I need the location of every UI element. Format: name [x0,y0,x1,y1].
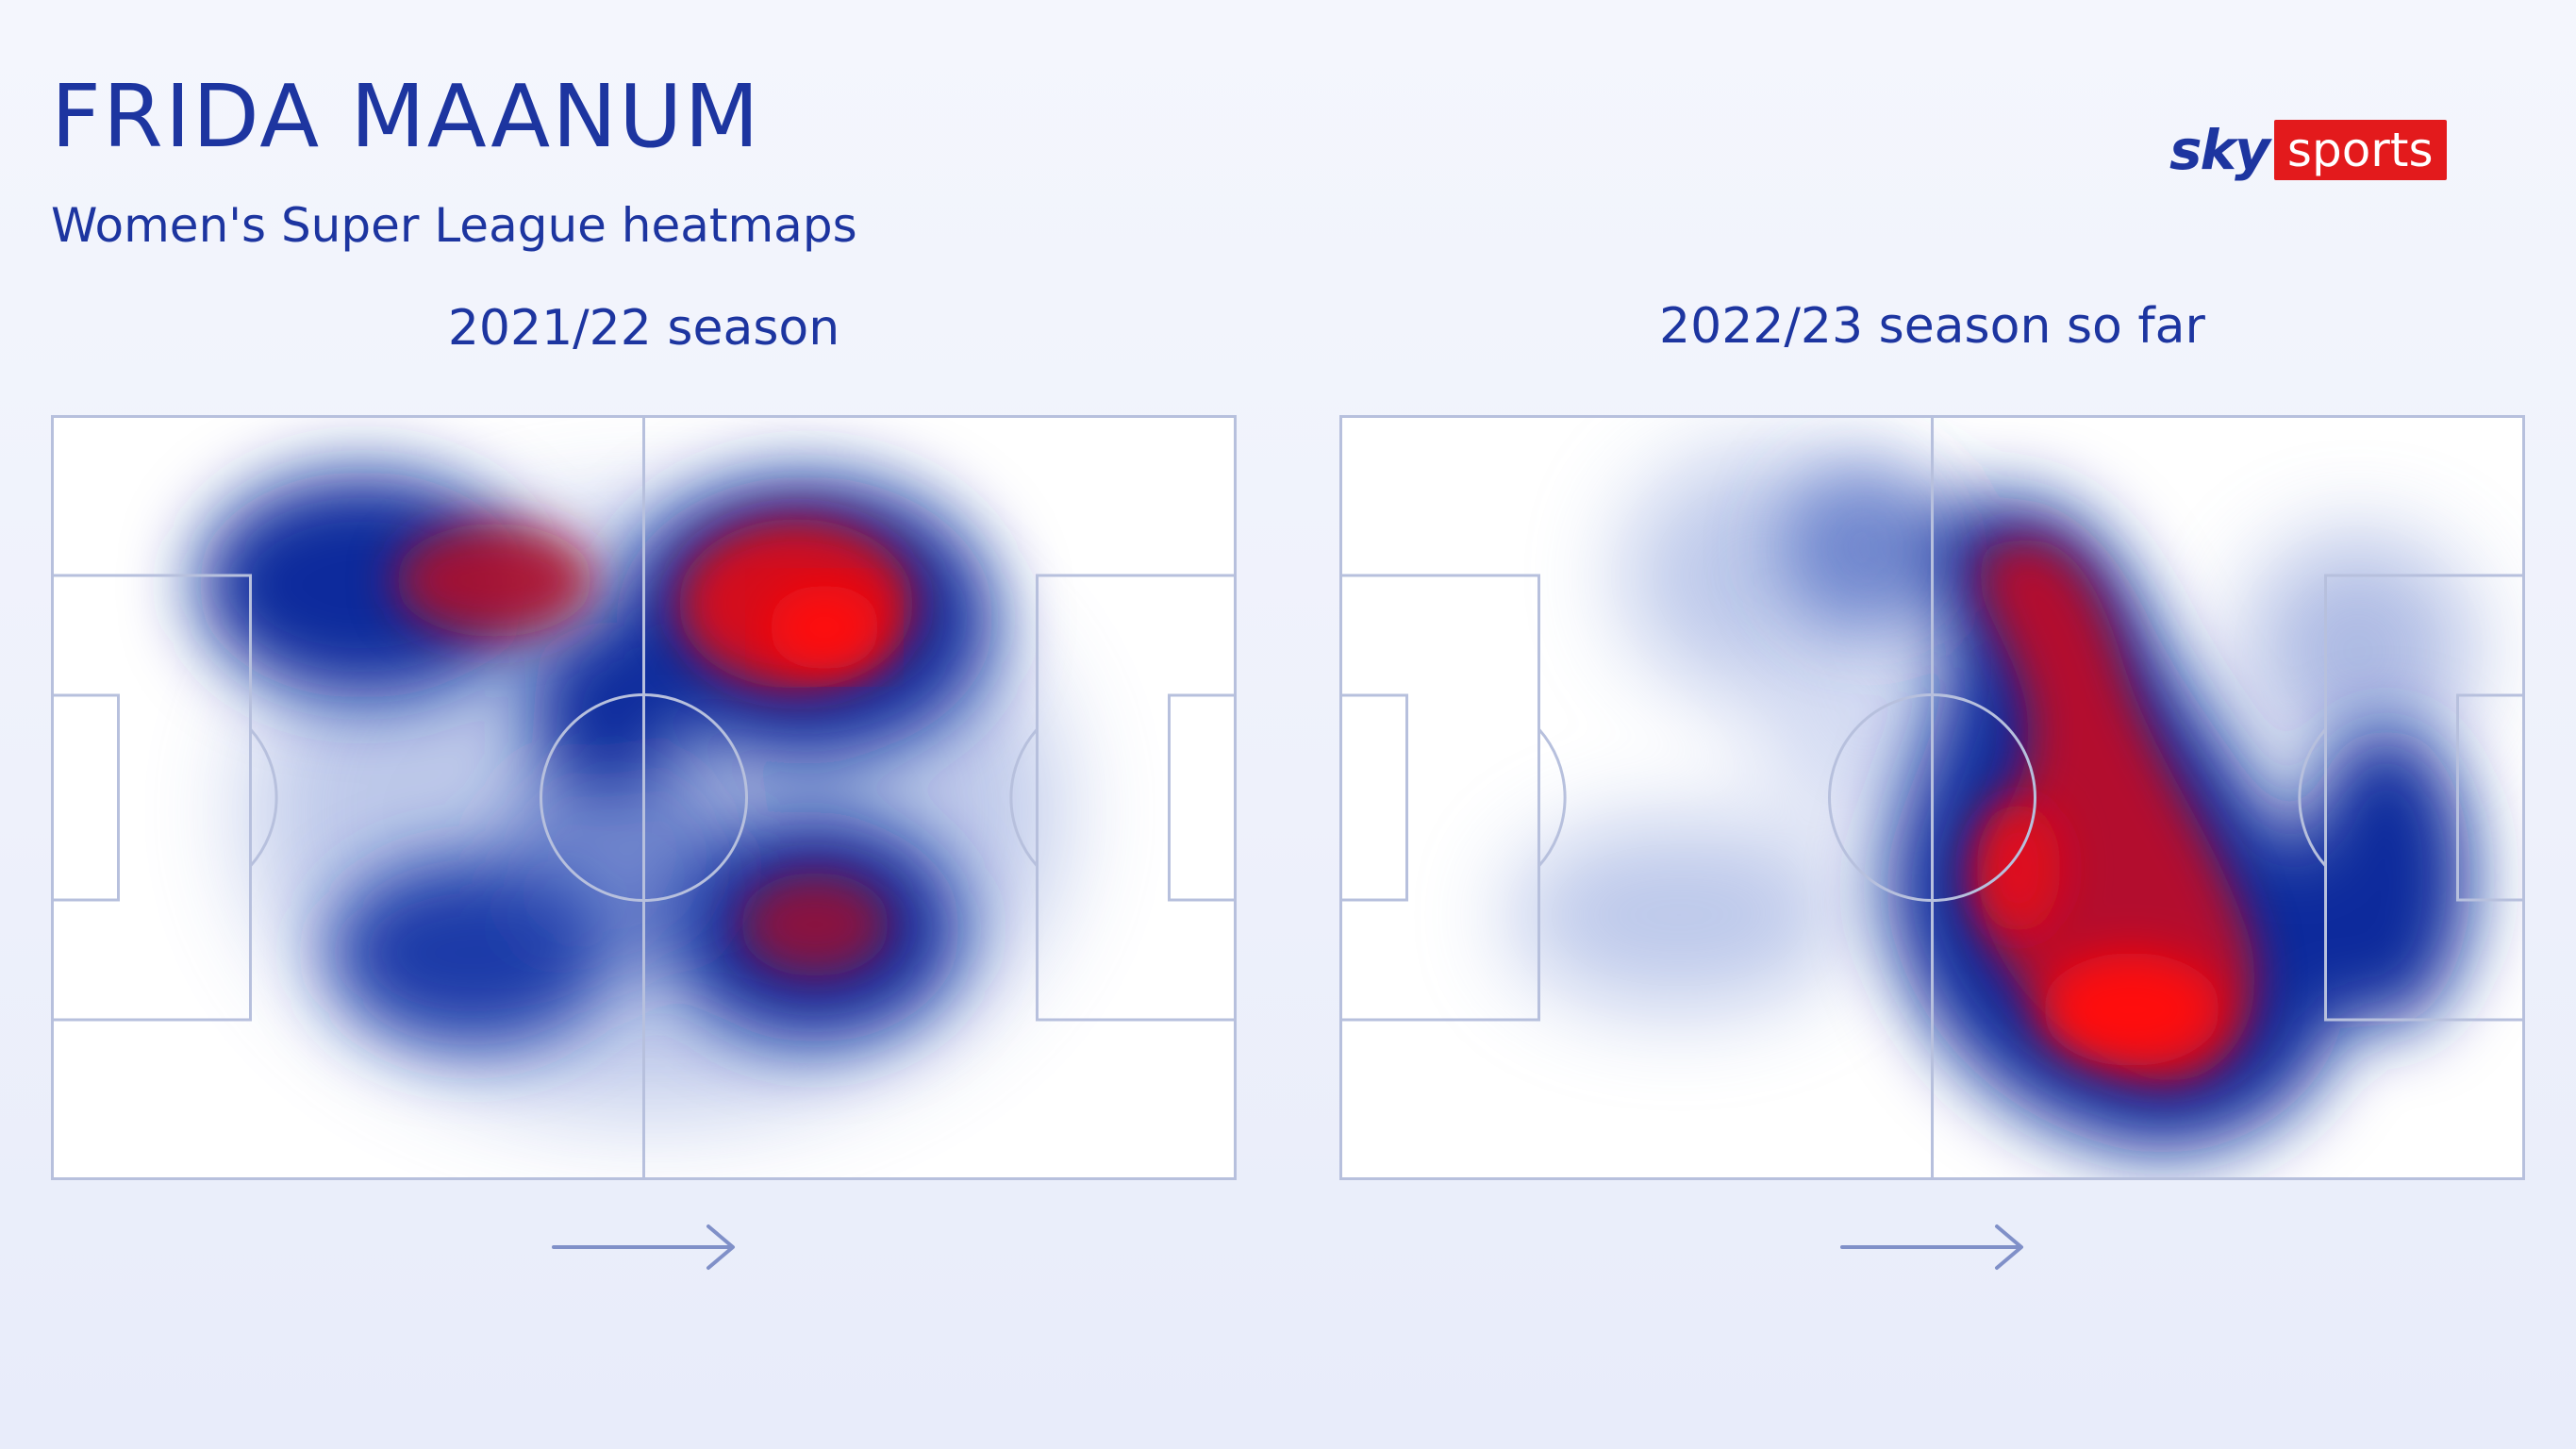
season-label-2022-23: 2022/23 season so far [1659,298,2205,355]
attacking-direction-arrow-icon [550,1219,739,1275]
page-subtitle: Women's Super League heatmaps [51,198,857,253]
sky-sports-logo: sky sports [2169,118,2447,182]
heatmap-pitch-2021-22 [51,415,1237,1180]
attacking-direction-arrow-icon [1838,1219,2027,1275]
page-title: FRIDA MAANUM [51,66,761,167]
logo-sports-text: sports [2273,120,2447,180]
season-label-2021-22: 2021/22 season [447,300,840,357]
heatmap-pitch-2022-23 [1339,415,2525,1180]
logo-sky-text: sky [2169,118,2270,182]
